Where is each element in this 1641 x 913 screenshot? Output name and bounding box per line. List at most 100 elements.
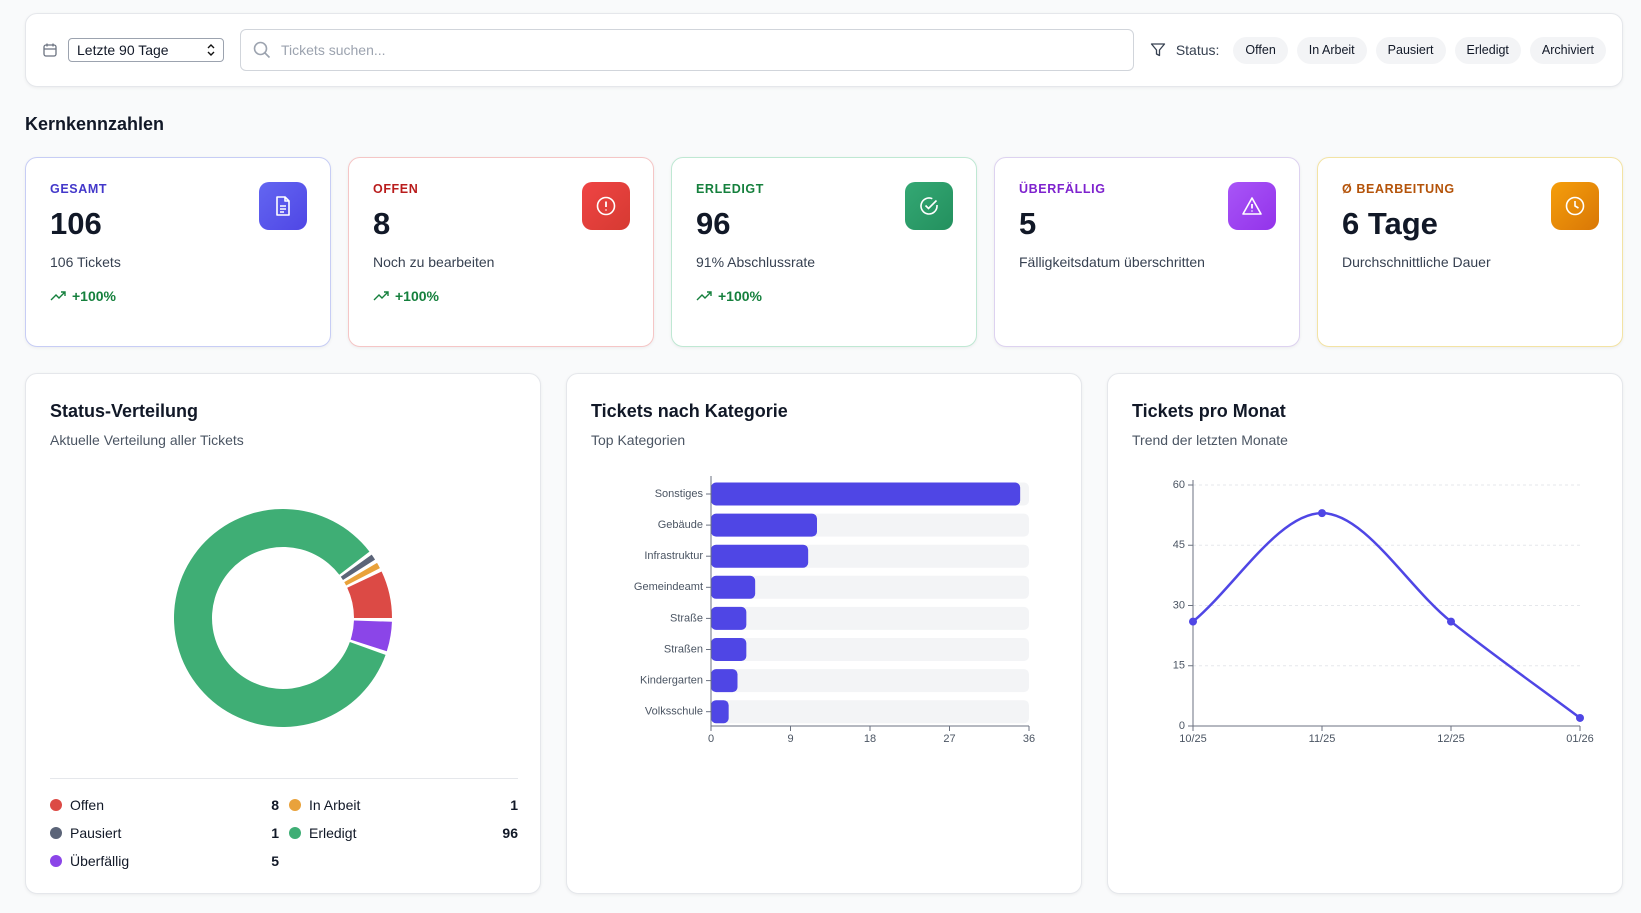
chart-title: Tickets nach Kategorie (591, 401, 788, 421)
x-tick-label: 0 (708, 733, 714, 745)
legend-item: Erledigt 96 (289, 823, 518, 842)
point (1447, 617, 1455, 626)
x-tick-label: 27 (943, 733, 955, 745)
legend-label: In Arbeit (309, 796, 361, 813)
legend: Offen 8 In Arbeit 1 Pausiert 1 Erledigt 96 Überf… (50, 778, 518, 870)
kpi-label: Ø BEARBEITUNG (1342, 182, 1455, 196)
y-tick-label: Gebäude (658, 519, 703, 531)
legend-item: Pausiert 1 (50, 823, 279, 842)
status-chip[interactable]: Pausiert (1375, 36, 1446, 64)
chart-title: Status-Verteilung (50, 401, 199, 421)
kpi-subtitle: 91% Abschlussrate (696, 254, 816, 270)
y-tick-label: Kindergarten (640, 675, 703, 687)
filter-icon (1150, 43, 1165, 57)
point (1189, 617, 1197, 626)
filter-bar: Letzte 90 Tage Tickets suchen... Status:… (25, 13, 1623, 87)
point (1576, 713, 1584, 722)
kpi-icon (905, 182, 953, 230)
bar-track (711, 575, 1029, 599)
kpi-icon (582, 182, 630, 230)
bar-track (711, 669, 1029, 693)
chart-card: Tickets nach Kategorie Top Kategorien So… (566, 373, 1082, 894)
bar (711, 700, 729, 724)
date-select[interactable]: Letzte 90 Tage (68, 38, 224, 62)
kpi-icon (259, 182, 307, 230)
donut-segment (344, 562, 380, 586)
x-tick-label: 12/25 (1437, 733, 1465, 745)
y-tick-label: Infrastruktur (644, 550, 703, 562)
x-tick-label: 36 (1023, 733, 1035, 745)
kpi-value: 8 (373, 206, 391, 241)
bar-track (711, 606, 1029, 630)
legend-dot (289, 798, 301, 811)
bar (711, 606, 747, 630)
kpi-value: 5 (1019, 206, 1037, 241)
legend-value: 1 (510, 796, 518, 813)
legend-dot (50, 854, 62, 867)
status-chip[interactable]: Offen (1233, 36, 1288, 64)
chevron (207, 44, 215, 56)
kpi-label: GESAMT (50, 182, 108, 196)
search-icon (253, 41, 271, 59)
status-chip[interactable]: Erledigt (1454, 36, 1521, 64)
status-chip[interactable]: Archiviert (1529, 36, 1606, 64)
legend-label: Erledigt (309, 824, 357, 841)
x-tick-label: 18 (864, 733, 876, 745)
kpi-card: GESAMT 106 106 Tickets +100% (25, 157, 331, 347)
bar-chart: Sonstiges Gebäude Infrastruktur Gemeindeamt… (634, 476, 1035, 745)
donut-chart (174, 508, 392, 727)
chart-title: Tickets pro Monat (1132, 401, 1286, 421)
legend-dot (50, 798, 62, 811)
donut-segment (340, 554, 376, 580)
legend-label: Pausiert (70, 824, 122, 841)
kpi-icon (1228, 182, 1276, 230)
status-chips: Offen In Arbeit Pausiert Erledigt Archiviert (1233, 36, 1606, 64)
trend-value: +100% (72, 288, 116, 304)
y-tick-label: Sonstiges (655, 488, 704, 500)
chart-card: Tickets pro Monat Trend der letzten Mona… (1107, 373, 1623, 894)
y-tick-label: 30 (1173, 599, 1185, 611)
kpi-trend: +100% (373, 288, 439, 304)
legend-dot (50, 826, 62, 839)
donut-segment (350, 620, 392, 652)
legend-value: 1 (271, 824, 279, 841)
legend-label: Offen (70, 796, 104, 813)
x-tick-label: 9 (787, 733, 793, 745)
bar (711, 513, 817, 537)
kpi-trend: +100% (696, 288, 762, 304)
kpi-label: ÜBERFÄLLIG (1019, 182, 1106, 196)
chart-card: Status-Verteilung Aktuelle Verteilung al… (25, 373, 541, 894)
legend-dot (289, 826, 301, 839)
y-tick-label: Straße (670, 612, 703, 624)
bar-track (711, 700, 1029, 724)
search-placeholder: Tickets suchen... (281, 42, 386, 58)
legend-value: 96 (502, 824, 518, 841)
bar (711, 638, 747, 661)
bar (711, 669, 738, 693)
date-range: Letzte 90 Tage (77, 42, 169, 58)
kpi-value: 96 (696, 206, 731, 241)
kpi-value: 6 Tage (1342, 206, 1438, 241)
trend-value: +100% (718, 288, 762, 304)
bar (711, 575, 756, 599)
section-title: Kernkennzahlen (25, 114, 165, 134)
search-input[interactable]: Tickets suchen... (240, 29, 1134, 71)
status-chip[interactable]: In Arbeit (1296, 36, 1367, 64)
kpi-trend: +100% (50, 288, 116, 304)
x-tick-label: 01/26 (1566, 733, 1594, 745)
donut-segment (347, 571, 392, 618)
kpi-card: ERLEDIGT 96 91% Abschlussrate +100% (671, 157, 977, 347)
kpi-subtitle: Durchschnittliche Dauer (1342, 254, 1491, 270)
y-tick-label: 45 (1173, 539, 1185, 551)
kpi-card: OFFEN 8 Noch zu bearbeiten +100% (348, 157, 654, 347)
chart-subtitle: Top Kategorien (591, 432, 686, 448)
legend-value: 8 (271, 796, 279, 813)
bar-track (711, 638, 1029, 661)
kpi-subtitle: Fälligkeitsdatum überschritten (1019, 254, 1205, 270)
y-tick-label: Volksschule (645, 706, 703, 718)
trend-value: +100% (395, 288, 439, 304)
x-tick-label: 10/25 (1179, 733, 1207, 745)
status-label: Status: (1175, 42, 1220, 58)
kpi-label: ERLEDIGT (696, 182, 764, 196)
